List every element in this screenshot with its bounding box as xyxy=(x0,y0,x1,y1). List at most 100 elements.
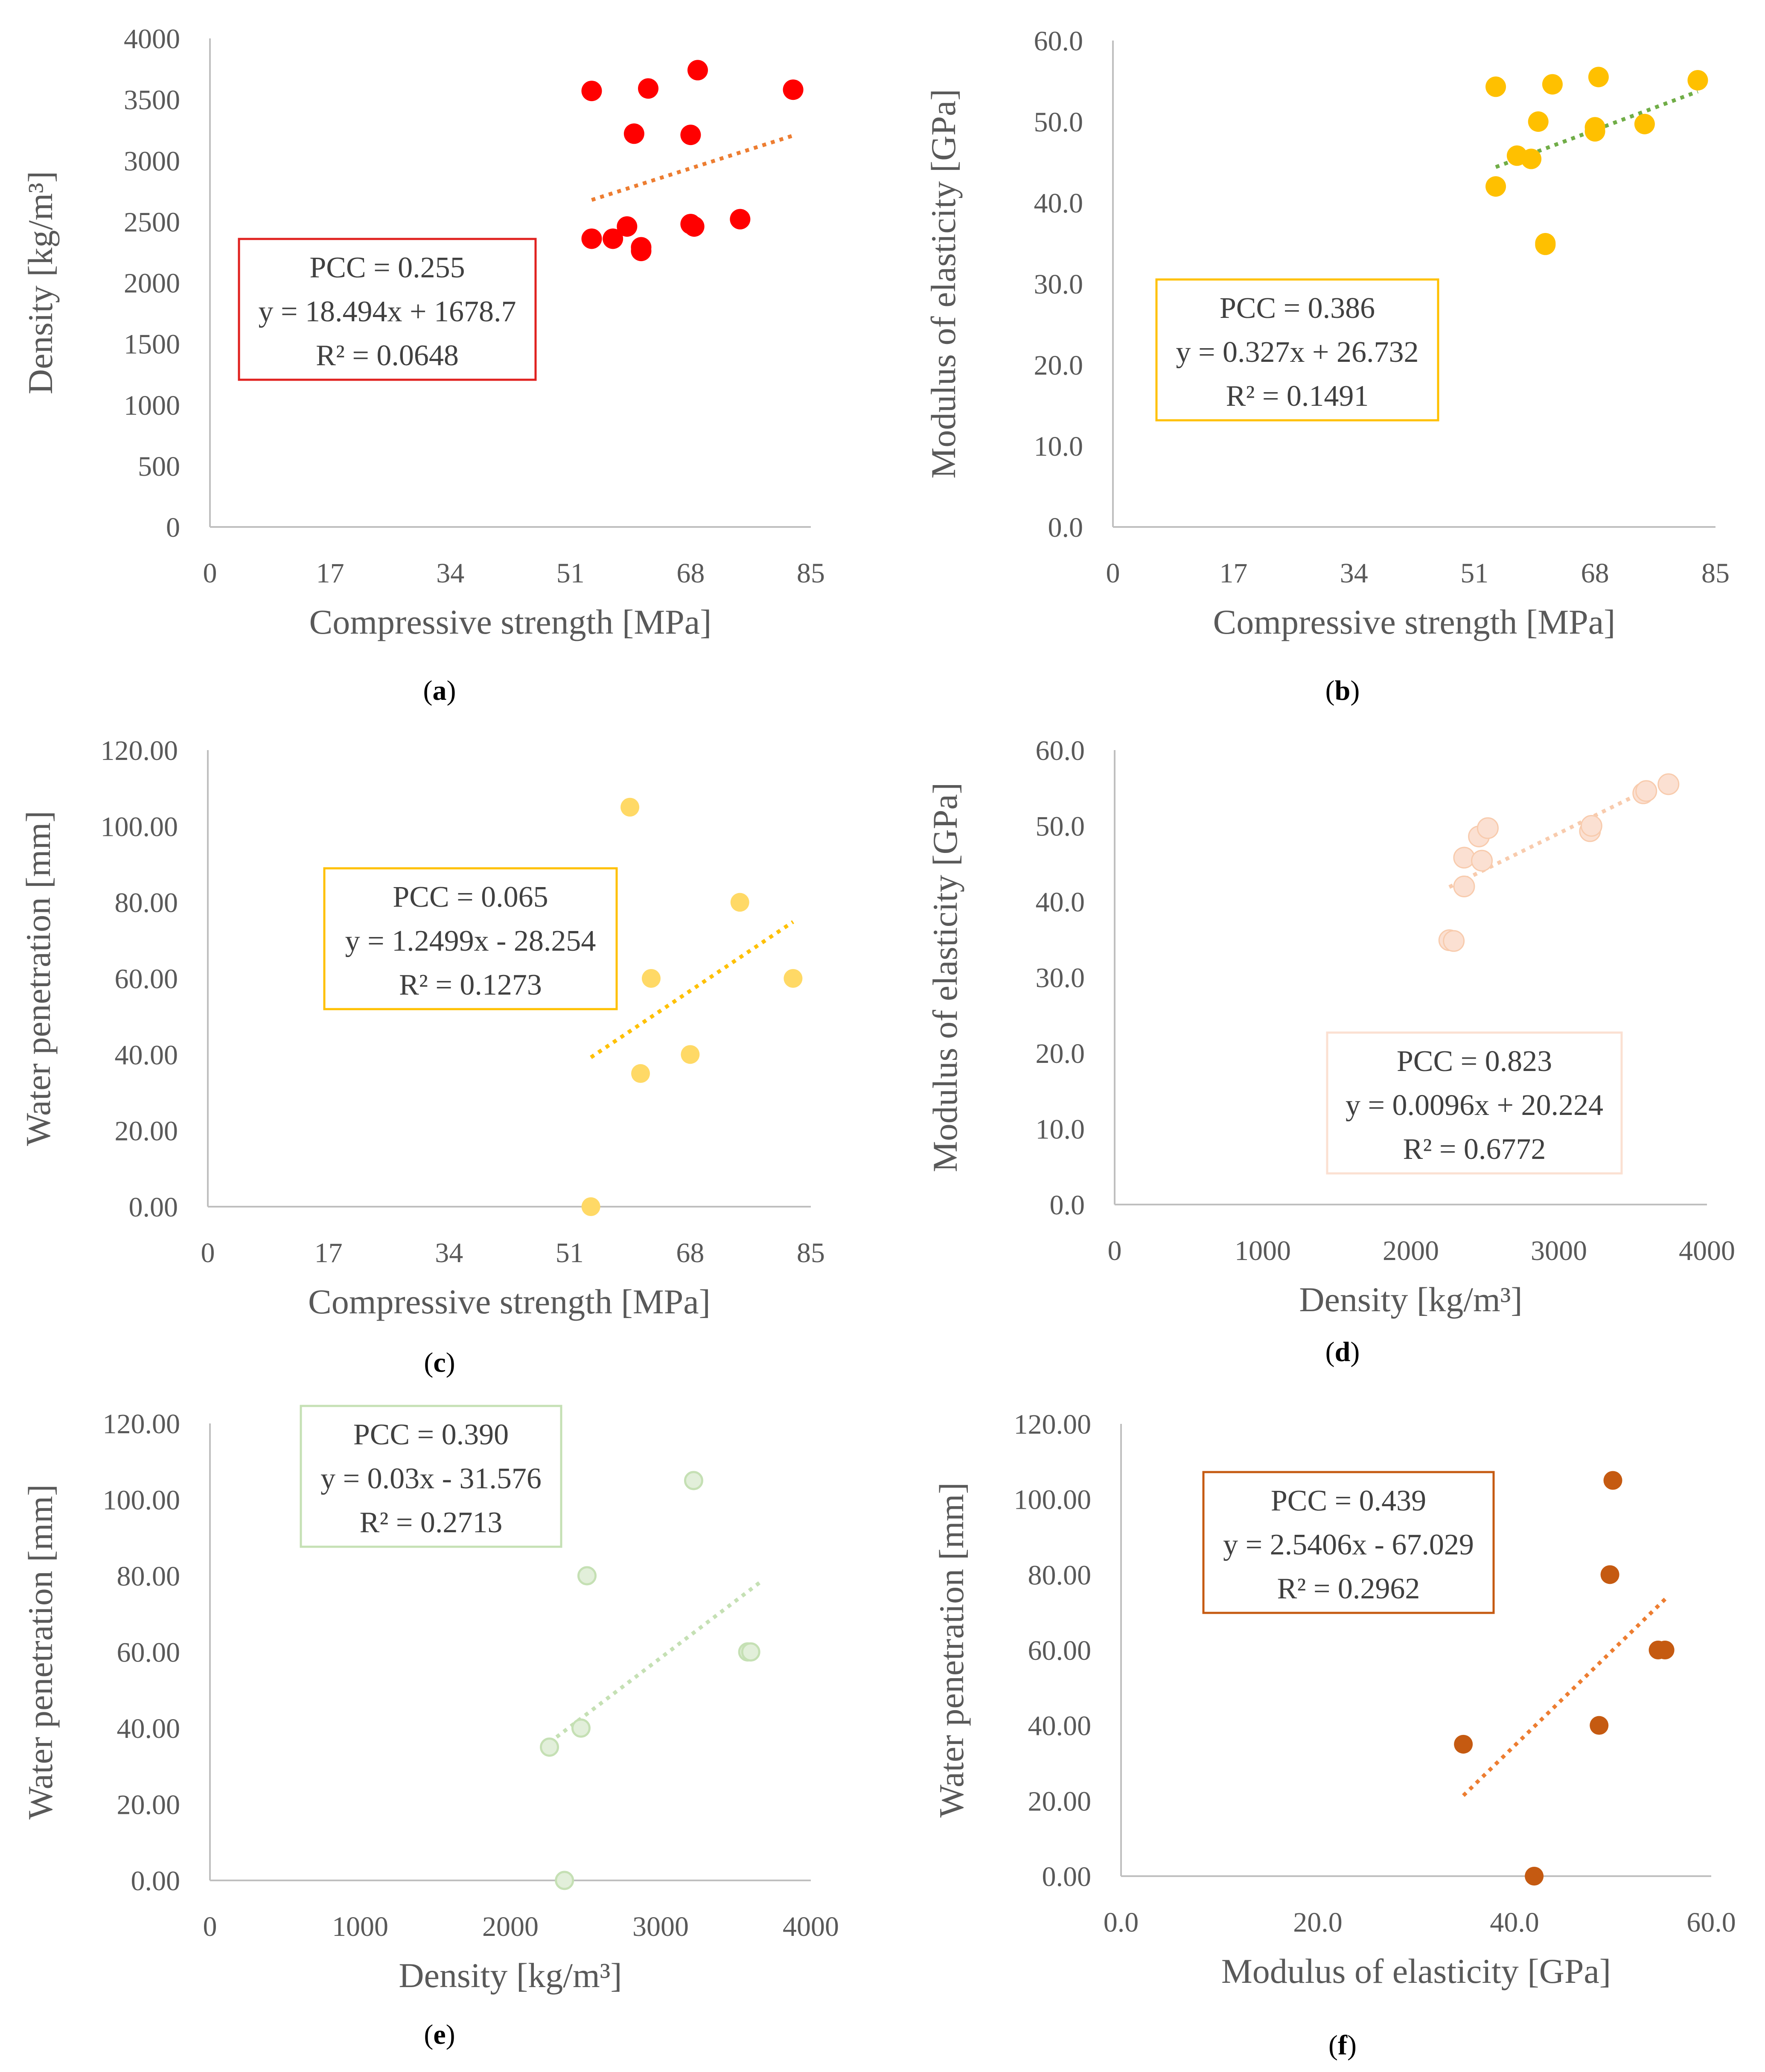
data-point xyxy=(1443,930,1465,952)
x-tick-label: 68 xyxy=(676,1237,704,1269)
stats-line: PCC = 0.386 xyxy=(1220,292,1375,325)
chart-panel-d: 0.0 10.0 20.0 30.0 40.0 50.0 60.0 0 1000 2000 3000… xyxy=(926,735,1735,1368)
y-tick-label: 50.0 xyxy=(1034,107,1083,138)
x-tick-label: 68 xyxy=(1581,558,1609,589)
y-tick-label: 40.00 xyxy=(115,1039,178,1071)
chart-panel-b: 0.0 10.0 20.0 30.0 40.0 50.0 60.0 0 17 34 51 68 85 Co… xyxy=(924,26,1730,706)
y-tick-label: 80.00 xyxy=(115,888,178,919)
stats-box xyxy=(300,1405,562,1548)
data-point xyxy=(681,1045,700,1064)
panel-label: (b) xyxy=(1325,675,1360,706)
x-axis-title: Compressive strength [MPa] xyxy=(309,602,712,641)
data-point xyxy=(1471,850,1493,872)
data-point xyxy=(555,1871,574,1890)
y-tick-label: 60.0 xyxy=(1036,735,1085,766)
stats-line: PCC = 0.390 xyxy=(353,1418,509,1451)
y-tick-label: 2500 xyxy=(124,207,180,238)
y-tick-label: 2000 xyxy=(124,268,180,299)
stats-box xyxy=(1326,1031,1623,1175)
x-tick-label: 0 xyxy=(201,1237,215,1269)
stats-line: y = 0.03x - 31.576 xyxy=(320,1462,542,1495)
data-point xyxy=(1580,815,1602,837)
x-tick-label: 85 xyxy=(797,1237,825,1269)
data-point xyxy=(1603,1471,1622,1490)
x-tick-label: 3000 xyxy=(632,1911,689,1942)
x-axis-title: Modulus of elasticity [GPa] xyxy=(1221,1952,1611,1991)
y-axis-title: Modulus of elasticity [GPa] xyxy=(926,783,964,1172)
data-point xyxy=(783,79,804,100)
x-tick-label: 60.0 xyxy=(1686,1907,1736,1938)
data-point xyxy=(631,1064,650,1083)
stats-line: y = 18.494x + 1678.7 xyxy=(259,295,516,328)
stats-line: y = 1.2499x - 28.254 xyxy=(345,925,596,957)
x-tick-label: 2000 xyxy=(482,1911,539,1942)
y-tick-label: 30.0 xyxy=(1034,269,1083,300)
stats-box xyxy=(1155,278,1439,422)
data-point xyxy=(680,125,701,146)
panel-label: (c) xyxy=(424,1347,455,1378)
stats-line: y = 2.5406x - 67.029 xyxy=(1223,1528,1474,1561)
y-axis-title: Water penetration [mm] xyxy=(19,811,58,1146)
data-point xyxy=(1657,773,1680,795)
data-point xyxy=(1477,817,1499,839)
data-point xyxy=(684,1471,703,1490)
x-axis-title: Compressive strength [MPa] xyxy=(1213,602,1616,641)
y-tick-label: 0 xyxy=(166,512,180,543)
x-axis-title: Density [kg/m³] xyxy=(1299,1280,1522,1319)
stats-line: R² = 0.6772 xyxy=(1403,1133,1546,1166)
x-tick-label: 4000 xyxy=(783,1911,839,1942)
data-point xyxy=(603,228,623,249)
x-tick-label: 51 xyxy=(556,1237,584,1269)
x-tick-label: 34 xyxy=(436,558,464,589)
data-point xyxy=(540,1737,559,1757)
y-tick-label: 60.00 xyxy=(115,963,178,995)
stats-box xyxy=(323,867,618,1010)
y-tick-label: 40.00 xyxy=(117,1713,181,1744)
y-tick-label: 20.00 xyxy=(1028,1786,1092,1817)
y-tick-label: 20.0 xyxy=(1034,350,1083,381)
x-tick-label: 2000 xyxy=(1383,1235,1439,1266)
data-point xyxy=(1634,113,1655,134)
y-tick-label: 40.0 xyxy=(1036,887,1085,918)
y-tick-label: 60.0 xyxy=(1034,26,1083,57)
data-point xyxy=(1535,234,1556,255)
y-tick-label: 100.00 xyxy=(101,811,178,842)
y-tick-label: 40.0 xyxy=(1034,188,1083,219)
data-point xyxy=(623,123,644,144)
stats-line: R² = 0.2713 xyxy=(360,1506,503,1539)
x-tick-label: 17 xyxy=(1219,558,1247,589)
y-tick-label: 60.00 xyxy=(1028,1635,1092,1666)
stats-line: PCC = 0.065 xyxy=(393,881,548,914)
y-tick-label: 20.0 xyxy=(1036,1038,1085,1069)
data-point xyxy=(1542,74,1563,95)
x-tick-label: 34 xyxy=(1340,558,1368,589)
data-point xyxy=(1635,780,1657,802)
stats-line: PCC = 0.439 xyxy=(1271,1484,1426,1517)
data-point xyxy=(730,893,749,912)
data-point xyxy=(577,1566,597,1586)
data-point xyxy=(1525,1867,1544,1886)
panel-label: (e) xyxy=(424,2019,455,2050)
x-tick-label: 3000 xyxy=(1531,1235,1587,1266)
stats-line: R² = 0.1273 xyxy=(399,969,542,1001)
panel-label: (a) xyxy=(423,675,456,706)
x-tick-label: 4000 xyxy=(1679,1235,1735,1266)
x-tick-label: 17 xyxy=(315,1237,343,1269)
y-tick-label: 3500 xyxy=(124,84,180,116)
y-tick-label: 100.00 xyxy=(1014,1484,1092,1516)
data-point xyxy=(1453,876,1475,897)
data-point xyxy=(581,228,602,249)
data-point xyxy=(1687,70,1708,91)
x-tick-label: 34 xyxy=(435,1237,463,1269)
y-tick-label: 10.0 xyxy=(1034,431,1083,462)
y-tick-label: 100.00 xyxy=(103,1485,181,1516)
stats-line: R² = 0.2962 xyxy=(1277,1572,1420,1605)
panel-label: (d) xyxy=(1325,1336,1360,1368)
data-point xyxy=(631,241,652,262)
y-tick-label: 0.00 xyxy=(1042,1861,1092,1892)
y-tick-label: 120.00 xyxy=(1014,1409,1092,1440)
trendline xyxy=(1462,1596,1669,1797)
y-tick-label: 10.0 xyxy=(1036,1114,1085,1145)
y-tick-label: 3000 xyxy=(124,146,180,177)
